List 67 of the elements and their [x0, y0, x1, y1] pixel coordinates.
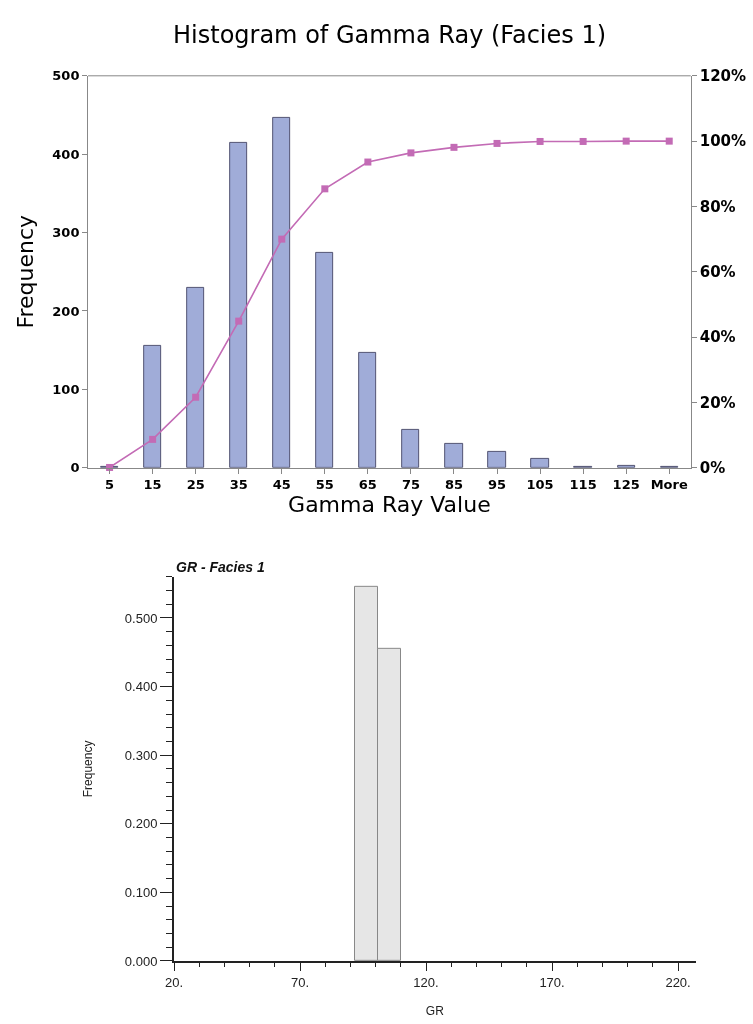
x-tick-label: 15	[143, 477, 162, 493]
y2-tick-label: 20%	[699, 393, 736, 412]
bar	[358, 352, 377, 468]
y-tick-label: 400	[52, 146, 80, 162]
y2-tick-label: 0%	[699, 459, 726, 478]
x-tick-label: 65	[358, 477, 377, 493]
point	[493, 139, 501, 147]
y-tick-label: 0.500	[124, 610, 158, 626]
bar	[315, 252, 334, 468]
bar	[229, 142, 248, 468]
point	[364, 158, 372, 166]
bar	[487, 451, 507, 468]
y-tick-label: 0.400	[124, 679, 158, 695]
y-tick-label: 0.200	[124, 816, 158, 832]
point	[536, 137, 544, 145]
x-tick-label: 105	[526, 477, 554, 493]
x-axis-title: Gamma Ray Value	[288, 492, 491, 518]
bar	[401, 429, 420, 468]
bar	[143, 345, 162, 468]
x-tick-label: 35	[229, 477, 248, 493]
bar	[444, 443, 464, 468]
chart-title: GR - Facies 1	[176, 559, 265, 575]
point	[450, 143, 458, 151]
y2-tick-label: 120%	[699, 67, 747, 86]
point	[149, 435, 157, 443]
y2-tick-label: 40%	[699, 328, 736, 347]
point	[278, 235, 286, 243]
y-axis-title: Frequency	[13, 214, 39, 329]
x-tick-label: 75	[401, 477, 420, 493]
y2-tick-label: 100%	[699, 132, 747, 151]
y2-tick-label: 80%	[699, 197, 736, 216]
x-tick-label: 20.	[164, 974, 184, 990]
y-tick-label: 300	[52, 225, 80, 241]
point	[622, 137, 630, 145]
x-tick-label: 70.	[290, 974, 310, 990]
y-tick-label: 0.100	[124, 884, 158, 900]
bar	[272, 117, 291, 468]
x-tick-label: More	[650, 477, 688, 493]
y-tick-label: 200	[52, 303, 80, 319]
bar	[186, 287, 205, 468]
point	[579, 137, 587, 145]
x-tick-label: 45	[272, 477, 291, 493]
x-tick-label: 170.	[539, 974, 565, 990]
x-tick-label: 95	[487, 477, 507, 493]
y2-tick-label: 60%	[699, 263, 736, 282]
point	[192, 393, 200, 401]
point	[407, 149, 415, 157]
x-tick-label: 25	[186, 477, 205, 493]
y-tick-label: 0.300	[124, 747, 158, 763]
y-tick-label: 500	[52, 68, 80, 84]
x-tick-label: 120.	[413, 974, 439, 990]
x-tick-label: 85	[444, 477, 464, 493]
y-tick-label: 0	[70, 460, 80, 476]
x-tick-label: 55	[315, 477, 334, 493]
chart-title: Histogram of Gamma Ray (Facies 1)	[173, 21, 607, 49]
bar	[530, 458, 550, 468]
x-tick-label: 125	[612, 477, 640, 493]
x-tick-label: 5	[105, 477, 115, 493]
point	[665, 137, 673, 145]
x-axis-title: GR	[425, 1003, 445, 1018]
x-tick-label: 115	[569, 477, 597, 493]
y-tick-label: 0.000	[124, 953, 158, 969]
point	[321, 185, 329, 193]
point	[235, 317, 243, 325]
y-tick-label: 100	[52, 381, 80, 397]
x-tick-label: 220.	[665, 974, 691, 990]
y-axis-title: Frequency	[80, 740, 95, 798]
